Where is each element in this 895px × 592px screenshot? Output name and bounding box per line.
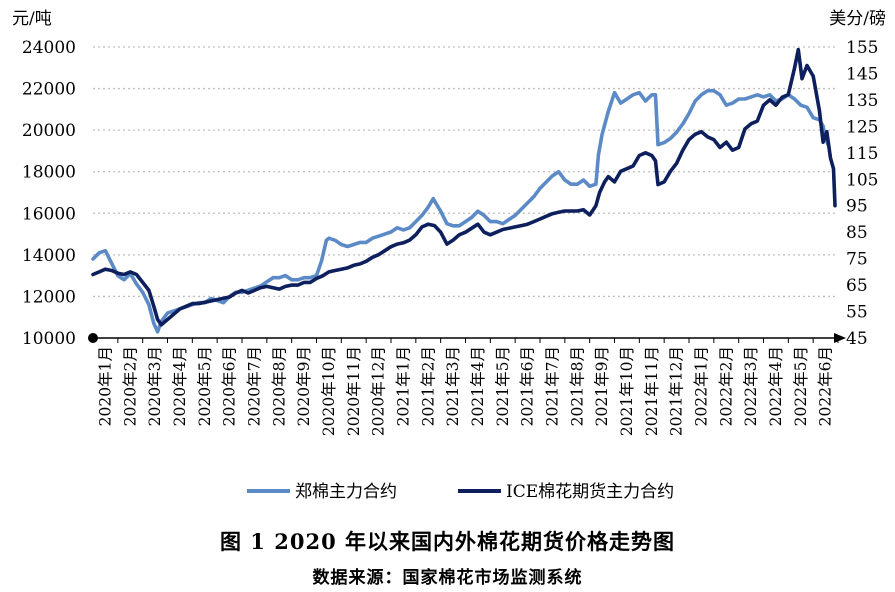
series-line-zce-cotton bbox=[91, 88, 830, 334]
right-tick-label: 65 bbox=[846, 276, 868, 296]
series-lines bbox=[91, 47, 837, 334]
x-tick-label: 2020年1月 bbox=[96, 346, 114, 426]
figure-title: 图 1 2020 年以来国内外棉花期货价格走势图 bbox=[220, 529, 675, 554]
legend-label: 郑棉主力合约 bbox=[295, 482, 397, 502]
x-tick-label: 2022年5月 bbox=[792, 346, 810, 426]
x-axis-ticks: 2020年1月 2020年2月 2020年3月 2020年4月 2020年5月 2020年… bbox=[92, 338, 839, 436]
gridlines bbox=[93, 46, 838, 298]
x-tick-label: 2020年11月 bbox=[345, 346, 363, 436]
series-line-ice-cotton bbox=[91, 47, 837, 327]
right-tick-label: 95 bbox=[846, 197, 868, 217]
right-tick-label: 105 bbox=[846, 170, 878, 190]
x-tick-label: 2020年3月 bbox=[146, 346, 164, 426]
right-tick-label: 85 bbox=[846, 223, 868, 243]
right-tick-label: 155 bbox=[846, 38, 878, 58]
left-tick-label: 10000 bbox=[22, 329, 76, 349]
left-axis-ticks: 10000 12000 14000 16000 18000 20000 22000 24000 bbox=[22, 38, 76, 349]
x-tick-label: 2022年1月 bbox=[692, 346, 710, 426]
x-tick-label: 2020年6月 bbox=[221, 346, 239, 426]
x-tick-label: 2021年6月 bbox=[519, 346, 537, 426]
legend-label: ICE棉花期货主力合约 bbox=[506, 482, 674, 502]
right-tick-label: 75 bbox=[846, 250, 868, 270]
x-tick-label: 2021年1月 bbox=[394, 346, 412, 426]
right-axis-label: 美分/磅 bbox=[829, 9, 886, 29]
x-tick-label: 2022年4月 bbox=[767, 346, 785, 426]
x-tick-label: 2022年3月 bbox=[742, 346, 760, 426]
right-tick-label: 45 bbox=[846, 329, 868, 349]
x-tick-label: 2020年5月 bbox=[196, 346, 214, 426]
x-tick-label: 2021年11月 bbox=[643, 346, 661, 436]
x-axis-arrow bbox=[834, 333, 846, 343]
x-tick-label: 2021年4月 bbox=[469, 346, 487, 426]
x-tick-label: 2021年8月 bbox=[568, 346, 586, 426]
left-tick-label: 20000 bbox=[22, 121, 76, 141]
x-tick-label: 2021年10月 bbox=[618, 346, 636, 436]
axes bbox=[88, 333, 846, 343]
left-axis-label: 元/吨 bbox=[12, 9, 52, 29]
x-tick-label: 2021年7月 bbox=[543, 346, 561, 426]
left-tick-label: 22000 bbox=[22, 80, 76, 100]
x-tick-label: 2020年8月 bbox=[270, 346, 288, 426]
right-tick-label: 145 bbox=[846, 64, 878, 84]
x-tick-label: 2020年9月 bbox=[295, 346, 313, 426]
left-tick-label: 24000 bbox=[22, 38, 76, 58]
x-tick-label: 2020年4月 bbox=[171, 346, 189, 426]
x-tick-label: 2020年10月 bbox=[320, 346, 338, 436]
left-tick-label: 18000 bbox=[22, 163, 76, 183]
x-tick-label: 2021年3月 bbox=[444, 346, 462, 426]
right-axis-ticks: 45 55 65 75 85 95 105 115 125 135 145 155 bbox=[846, 38, 878, 349]
left-tick-label: 12000 bbox=[22, 287, 76, 307]
x-tick-label: 2022年6月 bbox=[817, 346, 835, 426]
right-tick-label: 135 bbox=[846, 91, 878, 111]
x-tick-label: 2021年9月 bbox=[593, 346, 611, 426]
left-tick-label: 14000 bbox=[22, 246, 76, 266]
x-tick-label: 2022年2月 bbox=[717, 346, 735, 426]
x-tick-label: 2020年2月 bbox=[121, 346, 139, 426]
x-tick-label: 2021年12月 bbox=[668, 346, 686, 436]
x-tick-label: 2020年7月 bbox=[245, 346, 263, 426]
right-tick-label: 115 bbox=[846, 144, 878, 164]
legend: 郑棉主力合约 ICE棉花期货主力合约 bbox=[247, 482, 674, 502]
x-tick-label: 2021年5月 bbox=[494, 346, 512, 426]
x-tick-label: 2021年2月 bbox=[419, 346, 437, 426]
x-tick-label: 2020年12月 bbox=[370, 346, 388, 436]
left-tick-label: 16000 bbox=[22, 204, 76, 224]
figure-source: 数据来源：国家棉花市场监测系统 bbox=[312, 568, 583, 588]
right-tick-label: 125 bbox=[846, 117, 878, 137]
right-tick-label: 55 bbox=[846, 303, 868, 323]
